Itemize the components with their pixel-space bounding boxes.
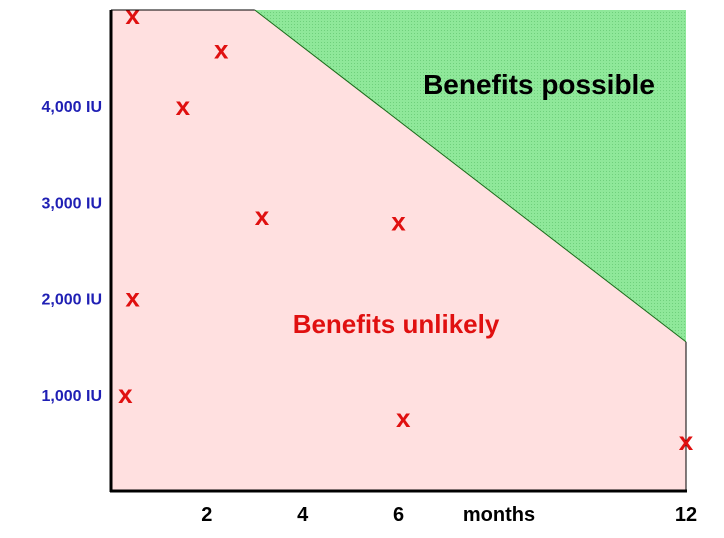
y-tick-label: 1,000 IU (42, 388, 102, 405)
region-benefits-unlikely (111, 10, 686, 491)
data-point-marker: x (176, 91, 191, 121)
y-tick-label: 4,000 IU (42, 99, 102, 116)
data-point-marker: x (396, 403, 411, 433)
data-point-marker: x (118, 379, 133, 409)
x-tick-labels: 2 4 6 12 (201, 504, 697, 526)
data-point-marker: x (125, 283, 140, 313)
boundary-line (254, 9, 687, 343)
data-point-marker: x (391, 207, 406, 237)
data-point-marker: x (214, 34, 229, 64)
x-tick-label: 2 (201, 504, 212, 526)
y-tick-labels: 1,000 IU 2,000 IU 3,000 IU 4,000 IU (42, 99, 102, 405)
x-tick-label: 12 (675, 504, 697, 526)
data-point-marker: x (255, 201, 270, 231)
y-tick-label: 2,000 IU (42, 292, 102, 309)
y-tick-label: 3,000 IU (42, 195, 102, 212)
x-axis-label: months (463, 504, 535, 526)
label-benefits-unlikely: Benefits unlikely (293, 309, 500, 339)
label-benefits-possible: Benefits possible (423, 69, 655, 100)
x-tick-label: 6 (393, 504, 404, 526)
data-point-marker: x (125, 0, 140, 30)
data-point-marker: x (679, 426, 694, 456)
x-tick-label: 4 (297, 504, 309, 526)
